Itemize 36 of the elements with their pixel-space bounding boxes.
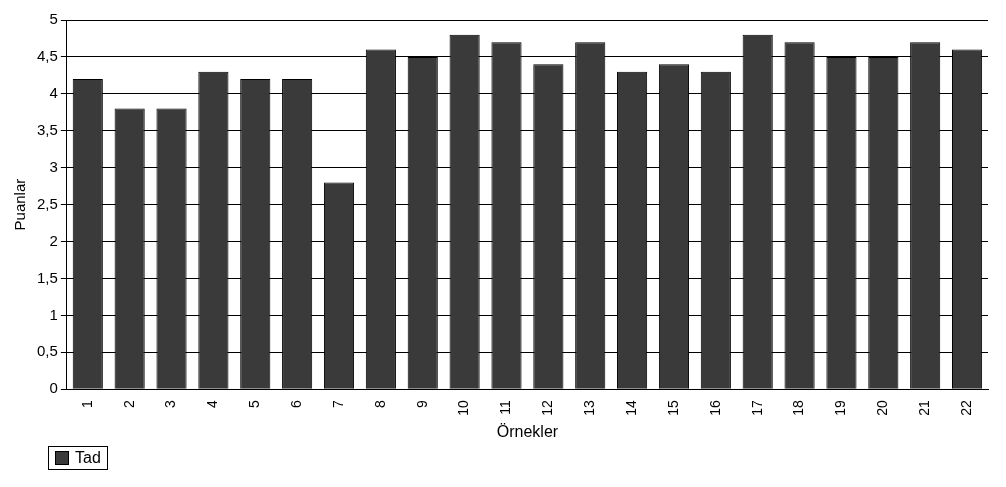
text: Tad [75,449,101,467]
y-tick-label: 4,5 [36,47,58,65]
x-tick-label: 1 [78,400,95,409]
x-tick-label: 3 [162,400,179,409]
x-tick-label: 16 [706,400,723,416]
x-tick-label: 12 [539,400,556,416]
y-tick-label: 2 [49,231,58,249]
x-tick-label: 11 [497,400,514,415]
x-tick-label: 7 [329,400,346,409]
x-tick-label: 18 [790,400,807,416]
x-tick-label: 8 [371,400,388,409]
y-tick-label: 3 [49,157,58,175]
x-tick-label: 19 [832,400,849,416]
y-tick-label: 0,5 [36,342,58,360]
x-tick-label: 13 [581,400,598,416]
y-axis-title: Puanlar [11,178,29,231]
x-tick-label: 17 [748,400,765,416]
y-tick-label: 4 [49,83,58,101]
x-tick-label: 15 [664,400,681,416]
y-tick-label: 3,5 [36,120,58,138]
x-tick-label: 14 [622,400,639,416]
x-tick-label: 6 [288,400,304,409]
x-tick-label: 10 [455,400,472,416]
y-tick-label: 5 [49,10,58,28]
y-tick-label: 2,5 [36,194,58,212]
x-tick-label: 20 [874,400,891,416]
x-axis-title: Örnekler [496,422,559,440]
x-tick-label: 22 [957,400,974,416]
x-tick-label: 21 [916,400,933,416]
y-tick-label: 1 [49,305,58,323]
y-tick-label: 0 [49,379,58,397]
x-tick-label: 5 [246,400,263,409]
y-tick-label: 1,5 [36,268,58,286]
x-tick-label: 4 [204,400,221,409]
x-tick-label: 9 [413,400,430,409]
x-tick-label: 2 [120,400,137,409]
